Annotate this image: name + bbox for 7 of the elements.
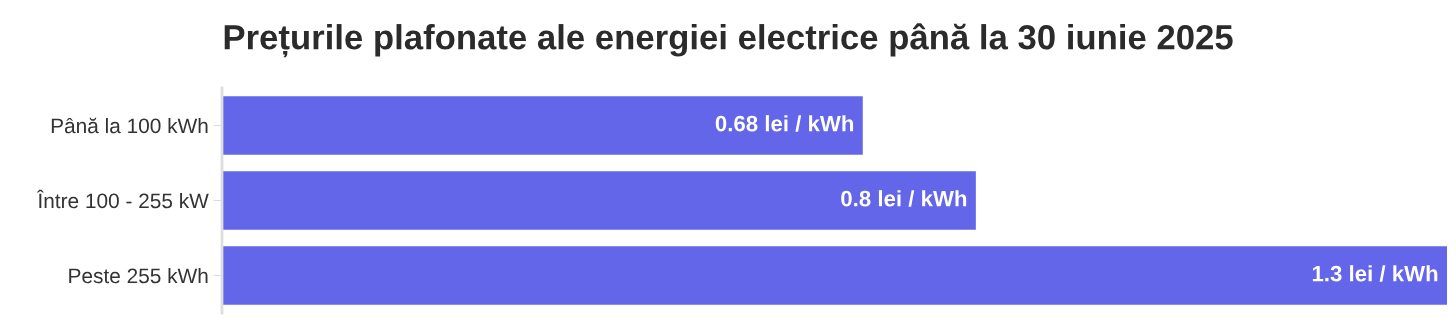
- chart-title: Prețurile plafonate ale energiei electrice până la 30 iunie 2025: [224, 23, 1233, 58]
- y-tick-label: Peste 255 kWh: [69, 267, 208, 284]
- y-tick-label: Între 100 - 255 kW: [36, 189, 209, 209]
- data-label: 1.3 lei / kWh: [1312, 265, 1438, 282]
- data-label: 0.68 lei / kWh: [715, 115, 854, 132]
- y-tick-label: Până la 100 kWh: [51, 117, 208, 134]
- data-label: 0.8 lei / kWh: [841, 190, 967, 207]
